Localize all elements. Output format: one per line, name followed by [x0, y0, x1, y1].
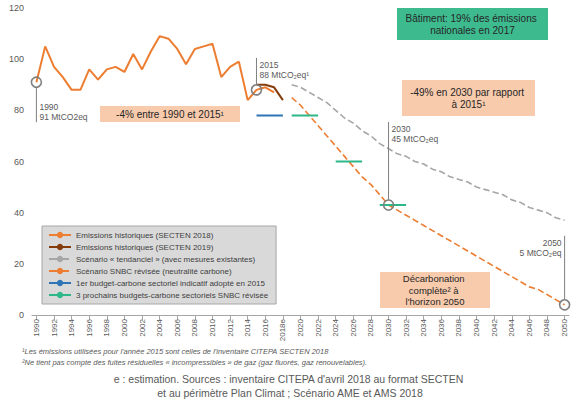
- svg-text:20: 20: [14, 259, 24, 269]
- svg-text:2022: 2022: [314, 318, 323, 336]
- svg-text:Scénario SNBC révisée (neutral: Scénario SNBC révisée (neutralité carbon…: [76, 267, 232, 276]
- svg-text:¹Les émissions utilisées pour: ¹Les émissions utilisées pour l'année 20…: [22, 347, 329, 356]
- svg-text:2038: 2038: [454, 318, 463, 336]
- svg-text:2050: 2050: [560, 318, 569, 336]
- svg-text:5 MtCO₂eq: 5 MtCO₂eq: [520, 248, 562, 258]
- svg-text:0: 0: [19, 310, 24, 320]
- svg-text:à 2015¹: à 2015¹: [452, 99, 487, 110]
- svg-text:2020: 2020: [296, 318, 305, 336]
- svg-text:2032: 2032: [402, 318, 411, 336]
- svg-text:2036: 2036: [437, 318, 446, 336]
- svg-text:2018e: 2018e: [278, 318, 287, 341]
- svg-text:1998: 1998: [102, 318, 111, 336]
- svg-text:2044: 2044: [507, 318, 516, 336]
- svg-text:3 prochains budgets-carbone se: 3 prochains budgets-carbone sectoriels S…: [76, 291, 269, 300]
- svg-text:et au périmètre Plan Climat ;: et au périmètre Plan Climat ; Scénario A…: [157, 387, 423, 399]
- svg-text:2046: 2046: [525, 318, 534, 336]
- svg-text:Emissions historiques (SECTEN: Emissions historiques (SECTEN 2018): [76, 231, 214, 240]
- svg-text:nationales en 2017: nationales en 2017: [430, 25, 515, 36]
- svg-text:2048: 2048: [542, 318, 551, 336]
- svg-text:1990: 1990: [32, 318, 41, 336]
- svg-text:2030: 2030: [384, 318, 393, 336]
- svg-text:-4% entre 1990 et 2015¹: -4% entre 1990 et 2015¹: [116, 109, 225, 120]
- svg-text:2016: 2016: [261, 318, 270, 336]
- svg-text:2026: 2026: [349, 318, 358, 336]
- svg-text:2015: 2015: [259, 60, 278, 70]
- svg-text:1994: 1994: [67, 318, 76, 336]
- svg-text:2042: 2042: [490, 318, 499, 336]
- svg-text:91 MtCO2eq: 91 MtCO2eq: [39, 112, 87, 122]
- svg-text:120: 120: [9, 3, 24, 13]
- svg-text:e : estimation. Sources : inve: e : estimation. Sources : inventaire CIT…: [114, 373, 467, 385]
- svg-text:Scénario « tendanciel » (avec: Scénario « tendanciel » (avec mesures ex…: [76, 255, 256, 264]
- svg-text:2010: 2010: [208, 318, 217, 336]
- svg-text:2034: 2034: [419, 318, 428, 336]
- svg-text:2004: 2004: [155, 318, 164, 336]
- svg-text:2000: 2000: [120, 318, 129, 336]
- svg-text:40: 40: [14, 208, 24, 218]
- svg-text:1996: 1996: [85, 318, 94, 336]
- svg-text:1990: 1990: [39, 102, 58, 112]
- svg-text:Bâtiment: 19% des émissions: Bâtiment: 19% des émissions: [406, 13, 540, 24]
- svg-text:-49% en 2030 par rapport: -49% en 2030 par rapport: [410, 87, 527, 98]
- svg-text:Emissions historiques (SECTEN: Emissions historiques (SECTEN 2019): [76, 243, 214, 252]
- svg-text:100: 100: [9, 54, 24, 64]
- svg-text:complète² à: complète² à: [409, 285, 461, 296]
- svg-text:2024: 2024: [331, 318, 340, 336]
- svg-text:2006: 2006: [173, 318, 182, 336]
- svg-text:2014: 2014: [243, 318, 252, 336]
- svg-text:1er budget-carbone sectoriel i: 1er budget-carbone sectoriel indicatif a…: [76, 279, 266, 288]
- svg-text:2008: 2008: [190, 318, 199, 336]
- svg-text:88 MtCO₂eq¹: 88 MtCO₂eq¹: [259, 70, 309, 80]
- svg-text:2030: 2030: [392, 124, 411, 134]
- svg-text:²Ne tient pas compte des fuite: ²Ne tient pas compte des fuites résiduel…: [22, 358, 367, 367]
- svg-text:2028: 2028: [366, 318, 375, 336]
- svg-text:2050: 2050: [543, 238, 562, 248]
- svg-text:1992: 1992: [50, 318, 59, 336]
- svg-text:l'horizon 2050: l'horizon 2050: [406, 296, 465, 307]
- svg-text:2002: 2002: [138, 318, 147, 336]
- svg-text:45 MtCO₂eq: 45 MtCO₂eq: [392, 134, 439, 144]
- svg-text:80: 80: [14, 105, 24, 115]
- svg-text:60: 60: [14, 157, 24, 167]
- svg-text:2040: 2040: [472, 318, 481, 336]
- svg-text:2012: 2012: [226, 318, 235, 336]
- svg-text:Décarbonation: Décarbonation: [403, 273, 467, 284]
